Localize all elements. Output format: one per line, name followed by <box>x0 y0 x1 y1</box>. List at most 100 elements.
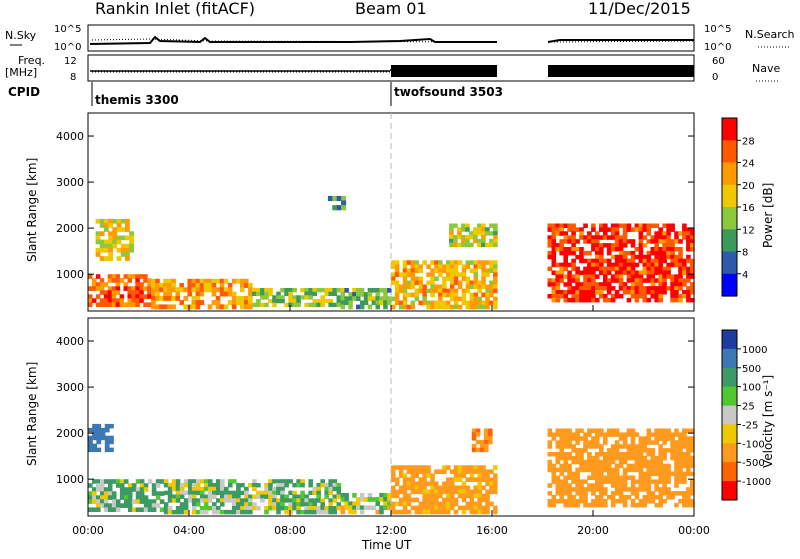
heatmap-cell <box>603 455 608 461</box>
heatmap-cell <box>563 262 568 268</box>
heatmap-cell <box>610 262 616 268</box>
heatmap-cell <box>108 252 113 257</box>
heatmap-cell <box>485 242 490 248</box>
heatmap-cell <box>626 487 632 492</box>
heatmap-cell <box>312 506 317 511</box>
colorbar-frame <box>721 329 738 501</box>
heatmap-cell <box>402 477 408 482</box>
heatmap-cell <box>626 467 632 473</box>
heatmap-cell <box>111 274 117 279</box>
heatmap-cell <box>485 304 490 310</box>
heatmap-cell <box>179 490 185 496</box>
heatmap-cell <box>449 268 455 273</box>
heatmap-cell <box>591 270 596 275</box>
heatmap-cell <box>626 290 632 295</box>
heatmap-cell <box>438 260 443 265</box>
heatmap-cell <box>107 487 113 492</box>
heatmap-cell <box>662 428 667 433</box>
heatmap-cell <box>203 494 209 499</box>
heatmap-cell <box>571 258 576 264</box>
heatmap-cell <box>603 258 608 264</box>
heatmap-cell <box>348 501 353 506</box>
heatmap-cell <box>215 295 221 301</box>
heatmap-cell <box>686 428 691 433</box>
heatmap-cell <box>595 428 600 433</box>
heatmap-cell <box>163 304 168 310</box>
heatmap-cell <box>244 300 249 305</box>
heatmap-cell <box>219 283 225 288</box>
heatmap-cell <box>638 479 644 484</box>
heatmap-cell <box>682 499 687 504</box>
heatmap-cell <box>296 509 301 515</box>
heatmap-cell <box>387 505 392 511</box>
heatmap-cell <box>473 276 478 282</box>
heatmap-cell <box>207 494 213 499</box>
heatmap-cell <box>108 247 113 253</box>
heatmap-cell <box>690 487 695 492</box>
heatmap-cell <box>690 266 695 272</box>
heatmap-cell <box>363 292 369 297</box>
heatmap-cell <box>686 440 691 445</box>
heatmap-cell <box>434 501 439 507</box>
heatmap-cell <box>599 471 604 477</box>
heatmap-cell <box>579 455 584 461</box>
heatmap-cell <box>296 498 301 503</box>
heatmap-cell <box>610 227 616 232</box>
heatmap-cell <box>422 260 427 265</box>
heatmap-cell <box>107 483 113 488</box>
heatmap-cell <box>410 268 416 273</box>
heatmap-cell <box>606 235 612 240</box>
heatmap-cell <box>446 489 451 495</box>
heatmap-cell <box>670 243 675 248</box>
heatmap-cell <box>638 223 644 228</box>
heatmap-cell <box>481 280 486 286</box>
heatmap-cell <box>622 467 628 473</box>
heatmap-cell <box>658 231 663 236</box>
heatmap-cell <box>107 495 113 500</box>
heatmap-cell <box>187 498 193 503</box>
heatmap-cell <box>678 258 683 264</box>
heatmap-cell <box>483 436 489 441</box>
heatmap-cell <box>686 297 691 303</box>
heatmap-cell <box>252 494 257 499</box>
heatmap-cell <box>248 295 253 301</box>
heatmap-cell <box>614 270 620 275</box>
heatmap-cell <box>646 495 652 500</box>
heatmap-cell <box>571 448 576 453</box>
velocity-colorbar-label: Velocity [m s⁻¹] <box>761 375 775 468</box>
heatmap-cell <box>489 238 494 244</box>
heatmap-cell <box>328 479 333 484</box>
heatmap-cell <box>195 486 201 492</box>
heatmap-cell <box>469 473 475 478</box>
heatmap-cell <box>670 250 675 256</box>
heatmap-cell <box>579 294 584 299</box>
heatmap-cell <box>603 432 608 437</box>
heatmap-cell <box>662 448 667 453</box>
heatmap-cell <box>555 499 561 504</box>
heatmap-cell <box>646 463 652 469</box>
heatmap-cell <box>95 274 101 279</box>
heatmap-cell <box>595 432 600 437</box>
heatmap-cell <box>446 497 451 503</box>
heatmap-cell <box>682 502 687 508</box>
heatmap-cell <box>563 294 568 299</box>
heatmap-cell <box>260 498 265 503</box>
heatmap-cell <box>618 278 624 283</box>
heatmap-cell <box>240 295 245 301</box>
heatmap-cell <box>224 486 229 492</box>
heatmap-cell <box>481 505 486 511</box>
heatmap-cell <box>686 459 691 465</box>
velocity-heatmap <box>88 423 695 515</box>
heatmap-cell <box>406 465 412 470</box>
heatmap-cell <box>614 227 620 232</box>
heatmap-cell <box>473 465 478 470</box>
heatmap-cell <box>559 278 564 283</box>
heatmap-cell <box>410 276 416 282</box>
heatmap-cell <box>139 479 145 484</box>
heatmap-cell <box>159 304 164 310</box>
heatmap-cell <box>479 443 485 449</box>
heatmap-cell <box>690 286 695 291</box>
heatmap-cell <box>614 294 620 299</box>
heatmap-cell <box>678 432 683 437</box>
heatmap-cell <box>595 463 600 469</box>
